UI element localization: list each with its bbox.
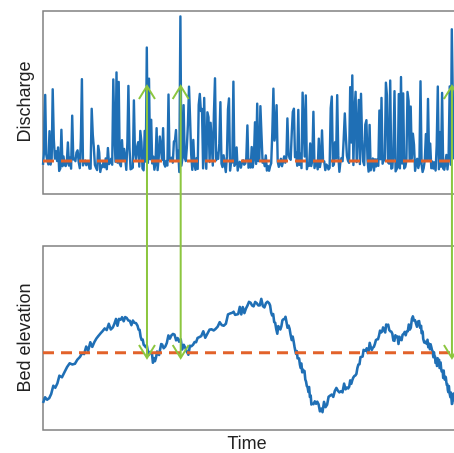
linking-arrows — [138, 84, 454, 360]
discharge-series — [41, 15, 454, 174]
bed-elevation-series — [41, 297, 454, 414]
discharge-axis-label: Discharge — [14, 61, 34, 142]
discharge-line — [41, 15, 454, 174]
time-axis-label: Time — [227, 433, 266, 453]
bed-elevation-axes-frame — [42, 245, 454, 431]
linking-arrow-head-1-top — [138, 84, 156, 100]
discharge-panel: Discharge — [14, 10, 454, 195]
discharge-axes-frame — [42, 10, 454, 195]
linking-arrow-head-2-top — [171, 84, 190, 100]
linking-arrow-head-3-top — [443, 84, 454, 100]
linking-arrow-head-3-bottom — [443, 344, 454, 360]
bed-elevation-panel: Bed elevation Time — [14, 245, 454, 453]
linking-arrow-head-2-bottom — [171, 344, 190, 360]
bed-elevation-axis-label: Bed elevation — [14, 283, 34, 392]
linking-arrow-head-1-bottom — [138, 344, 156, 360]
